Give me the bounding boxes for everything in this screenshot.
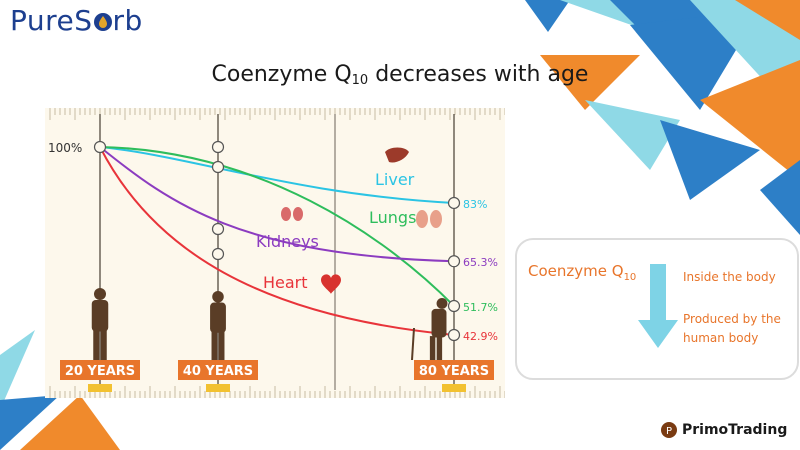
- age-marker-bar: [88, 384, 112, 392]
- info-inside-body: Inside the body: [683, 270, 776, 284]
- age40-marker: [211, 140, 225, 154]
- info-coenzyme-label: Coenzyme Q10: [528, 262, 637, 283]
- age-badge: [414, 360, 494, 380]
- end-label-heart: 42.9%: [463, 330, 498, 343]
- heart-icon: [321, 274, 341, 294]
- puresorb-logo: PureS rb: [10, 4, 143, 37]
- age40-marker: [211, 160, 225, 174]
- svg-text:P: P: [666, 426, 672, 437]
- lungs-icon: [430, 210, 442, 228]
- end-label-liver: 83%: [463, 198, 487, 211]
- age-label: 40 YEARS: [183, 364, 253, 379]
- kidneys-icon: [293, 207, 303, 221]
- age-label: 80 YEARS: [419, 364, 489, 379]
- person-80-icon: [429, 298, 448, 365]
- brand-name: PrimoTrading: [682, 422, 788, 438]
- series-name-heart: Heart: [263, 273, 308, 292]
- lungs-icon: [416, 210, 428, 228]
- person-20-icon: [91, 288, 109, 362]
- series-line-lungs: [99, 146, 455, 307]
- page-title: Coenzyme Q10 decreases with age: [211, 62, 589, 88]
- droplet-icon: [93, 6, 113, 31]
- chart-background: [45, 108, 505, 398]
- down-arrow-icon: [638, 264, 678, 348]
- age-label: 20 YEARS: [65, 364, 135, 379]
- age-badge: [178, 360, 258, 380]
- end-marker-liver: [447, 196, 461, 210]
- end-marker-kidneys: [447, 255, 461, 268]
- series-name-kidneys: Kidneys: [256, 232, 319, 251]
- age40-marker: [211, 247, 225, 261]
- cane-icon: [411, 327, 415, 361]
- series-line-heart: [99, 146, 455, 336]
- person-40-icon: [210, 291, 226, 362]
- y-start-label: 100%: [48, 141, 82, 155]
- end-label-kidneys: 65.3%: [463, 256, 498, 269]
- kidneys-icon: [281, 207, 291, 221]
- start-marker: [93, 140, 107, 154]
- primo-logo-icon: P: [661, 422, 677, 438]
- coq10-age-chart: 100% 83% 51.7% 65.3% 42.9% Liver Lungs Kidneys H…: [45, 108, 505, 398]
- age-marker-bar: [442, 384, 466, 392]
- end-label-lungs: 51.7%: [463, 301, 498, 314]
- info-produced-by-body: Produced by the human body: [683, 312, 781, 345]
- series-name-liver: Liver: [375, 170, 415, 189]
- liver-icon: [385, 147, 409, 163]
- series-name-lungs: Lungs: [369, 208, 416, 227]
- age-badge: [60, 360, 140, 380]
- age40-marker: [211, 222, 225, 236]
- age-marker-bar: [206, 384, 230, 392]
- series-line-kidneys: [99, 146, 455, 263]
- end-marker-lungs: [447, 299, 461, 313]
- end-marker-heart: [447, 328, 461, 342]
